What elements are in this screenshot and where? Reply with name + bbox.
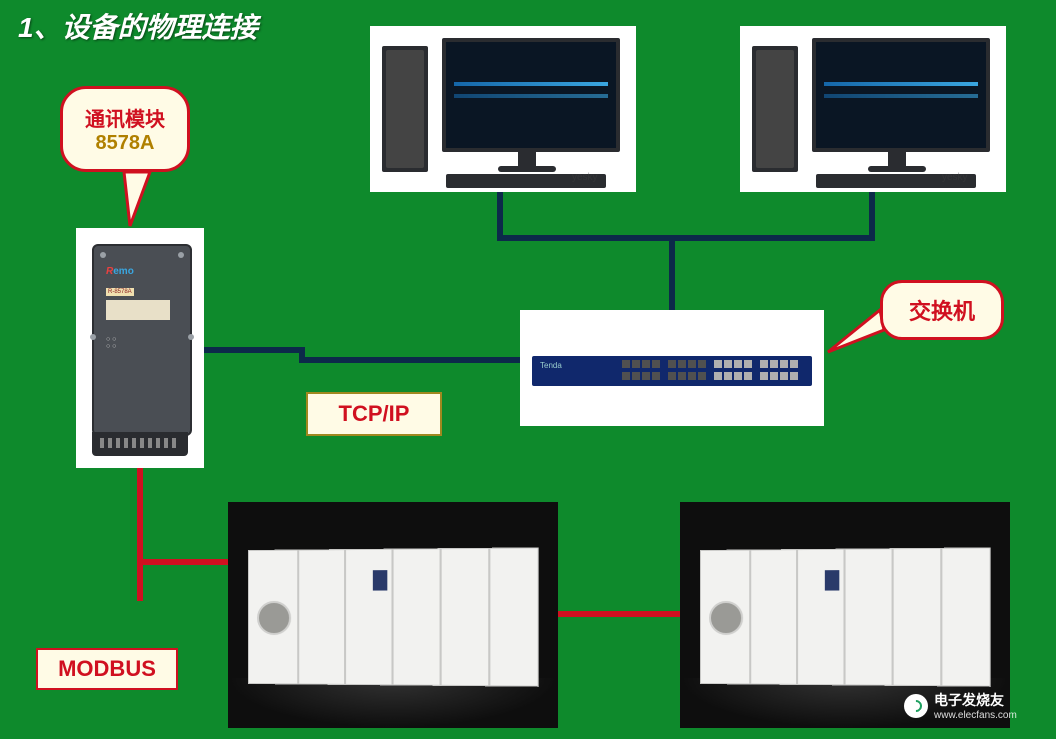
vfd-cabinet-1-box <box>228 502 558 728</box>
pc-2-monitor <box>812 38 990 152</box>
network-switch-body: Tenda <box>532 356 812 386</box>
pc-1-tower <box>382 46 428 172</box>
footer-logo-text: 电子发烧友 <box>934 690 1017 710</box>
footer-logo-url: www.elecfans.com <box>934 710 1017 721</box>
comm-module-box: Remo R-8578A ○ ○○ ○ <box>76 228 204 468</box>
callout-tail-module <box>124 172 150 226</box>
label-tcpip: TCP/IP <box>306 392 442 436</box>
callout-comm-module: 通讯模块 8578A <box>60 86 190 172</box>
module-model-label: R-8578A <box>106 288 134 296</box>
pc-2-box <box>740 26 1006 192</box>
watermark-2: yesky <box>942 172 968 183</box>
comm-module-connector <box>92 432 188 456</box>
footer-logo: 电子发烧友 www.elecfans.com <box>904 690 1017 721</box>
label-tcpip-text: TCP/IP <box>339 401 410 427</box>
pc-1-stand <box>518 148 536 166</box>
callout-switch-text: 交换机 <box>909 294 975 326</box>
comm-module-body: Remo R-8578A ○ ○○ ○ <box>92 244 192 436</box>
page-title: 1、设备的物理连接 <box>18 6 258 46</box>
footer-logo-icon <box>904 694 928 718</box>
diagram-stage: 1、设备的物理连接 <box>0 0 1056 739</box>
label-modbus: MODBUS <box>36 648 178 690</box>
callout-comm-module-line1: 通讯模块 <box>85 103 165 132</box>
pc-2-base <box>868 166 926 172</box>
pc-2-stand <box>888 148 906 166</box>
callout-comm-module-line2: 8578A <box>96 132 155 155</box>
watermark-1: yesky <box>572 172 598 183</box>
vfd-1-body <box>248 547 560 685</box>
module-brand: Remo <box>106 266 134 277</box>
pc-1-box <box>370 26 636 192</box>
pc-2-tower <box>752 46 798 172</box>
pc-1-monitor <box>442 38 620 152</box>
network-switch-box: Tenda <box>520 310 824 426</box>
label-modbus-text: MODBUS <box>58 656 156 682</box>
callout-switch: 交换机 <box>880 280 1004 340</box>
vfd-2-body <box>700 547 1012 685</box>
callout-tail-switch <box>828 310 884 352</box>
pc-1-base <box>498 166 556 172</box>
module-spec-label <box>106 300 170 320</box>
